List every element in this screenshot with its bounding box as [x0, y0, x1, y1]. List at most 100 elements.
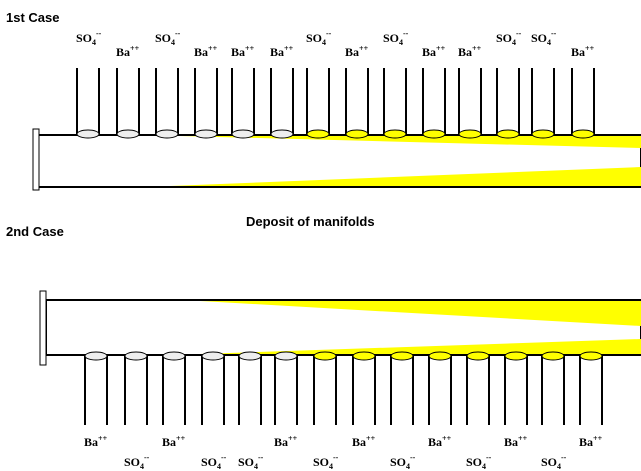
ion-base: SO	[124, 455, 140, 469]
ion-label: Ba++	[162, 434, 186, 449]
tube-opening	[531, 129, 555, 139]
tube-opening	[428, 351, 452, 361]
ion-base: SO	[466, 455, 482, 469]
tube-opening	[270, 129, 294, 139]
ion-label: Ba++	[231, 44, 255, 59]
ion-base: Ba	[428, 435, 442, 449]
ion-charge: --	[403, 29, 409, 38]
ion-label: Ba++	[458, 44, 482, 59]
tube-opening	[345, 129, 369, 139]
tube-opening	[238, 351, 262, 361]
ion-label: SO4--	[531, 29, 557, 47]
ion-charge: --	[258, 453, 264, 462]
tube-opening	[504, 351, 528, 361]
tube-opening	[466, 351, 490, 361]
ion-label: Ba++	[116, 44, 140, 59]
ion-sub: 4	[171, 38, 175, 47]
case-label: 1st Case	[6, 10, 59, 25]
tube-opening	[313, 351, 337, 361]
ion-sub: 4	[512, 38, 516, 47]
tube-opening	[201, 351, 225, 361]
ion-sub: 4	[254, 462, 258, 471]
ion-label: SO4--	[390, 453, 416, 471]
ion-charge: --	[175, 29, 181, 38]
ion-sub: 4	[406, 462, 410, 471]
tube-opening	[124, 351, 148, 361]
ion-label: SO4--	[313, 453, 339, 471]
ion-charge: --	[561, 453, 567, 462]
ion-base: SO	[76, 31, 92, 45]
ion-label: Ba++	[504, 434, 528, 449]
tube-opening	[274, 351, 298, 361]
ion-charge: --	[333, 453, 339, 462]
ion-sub: 4	[557, 462, 561, 471]
ion-base: SO	[531, 31, 547, 45]
ion-sub: 4	[482, 462, 486, 471]
ion-base: SO	[201, 455, 217, 469]
ion-base: SO	[313, 455, 329, 469]
ion-base: SO	[155, 31, 171, 45]
ion-charge: ++	[518, 434, 528, 443]
tube-opening	[162, 351, 186, 361]
deposit	[170, 167, 641, 186]
ion-label: SO4--	[496, 29, 522, 47]
ion-charge: ++	[245, 44, 255, 53]
ion-label: Ba++	[422, 44, 446, 59]
tube-opening	[194, 129, 218, 139]
ion-label: Ba++	[194, 44, 218, 59]
flange	[32, 128, 40, 191]
ion-charge: ++	[98, 434, 108, 443]
tube-opening	[306, 129, 330, 139]
ion-label: SO4--	[383, 29, 409, 47]
ion-charge: --	[410, 453, 416, 462]
tube-opening	[496, 129, 520, 139]
ion-charge: ++	[176, 434, 186, 443]
ion-base: Ba	[422, 45, 436, 59]
ion-base: Ba	[579, 435, 593, 449]
tube-opening	[383, 129, 407, 139]
ion-base: SO	[238, 455, 254, 469]
ion-label: SO4--	[124, 453, 150, 471]
ion-label: SO4--	[541, 453, 567, 471]
ion-charge: ++	[585, 44, 595, 53]
ion-charge: --	[326, 29, 332, 38]
ion-base: Ba	[116, 45, 130, 59]
ion-base: SO	[383, 31, 399, 45]
ion-label: SO4--	[306, 29, 332, 47]
ion-label: SO4--	[466, 453, 492, 471]
ion-label: SO4--	[238, 453, 264, 471]
ion-base: Ba	[274, 435, 288, 449]
ion-sub: 4	[322, 38, 326, 47]
tube-opening	[352, 351, 376, 361]
ion-label: Ba++	[84, 434, 108, 449]
tube-opening	[541, 351, 565, 361]
ion-label: Ba++	[571, 44, 595, 59]
ion-base: Ba	[84, 435, 98, 449]
flange	[39, 290, 47, 366]
ion-base: Ba	[504, 435, 518, 449]
ion-label: Ba++	[579, 434, 603, 449]
ion-sub: 4	[399, 38, 403, 47]
ion-charge: --	[144, 453, 150, 462]
ion-label: SO4--	[155, 29, 181, 47]
case-label: 2nd Case	[6, 224, 64, 239]
ion-sub: 4	[92, 38, 96, 47]
ion-base: Ba	[345, 45, 359, 59]
ion-charge: ++	[436, 44, 446, 53]
ion-label: SO4--	[201, 453, 227, 471]
ion-charge: --	[486, 453, 492, 462]
ion-base: Ba	[458, 45, 472, 59]
ion-charge: ++	[288, 434, 298, 443]
ion-charge: ++	[593, 434, 603, 443]
caption: Deposit of manifolds	[246, 214, 375, 229]
tube-opening	[390, 351, 414, 361]
ion-sub: 4	[140, 462, 144, 471]
ion-base: SO	[390, 455, 406, 469]
ion-base: SO	[541, 455, 557, 469]
ion-charge: ++	[442, 434, 452, 443]
tube-opening	[155, 129, 179, 139]
tube-opening	[231, 129, 255, 139]
ion-base: SO	[306, 31, 322, 45]
ion-base: Ba	[270, 45, 284, 59]
